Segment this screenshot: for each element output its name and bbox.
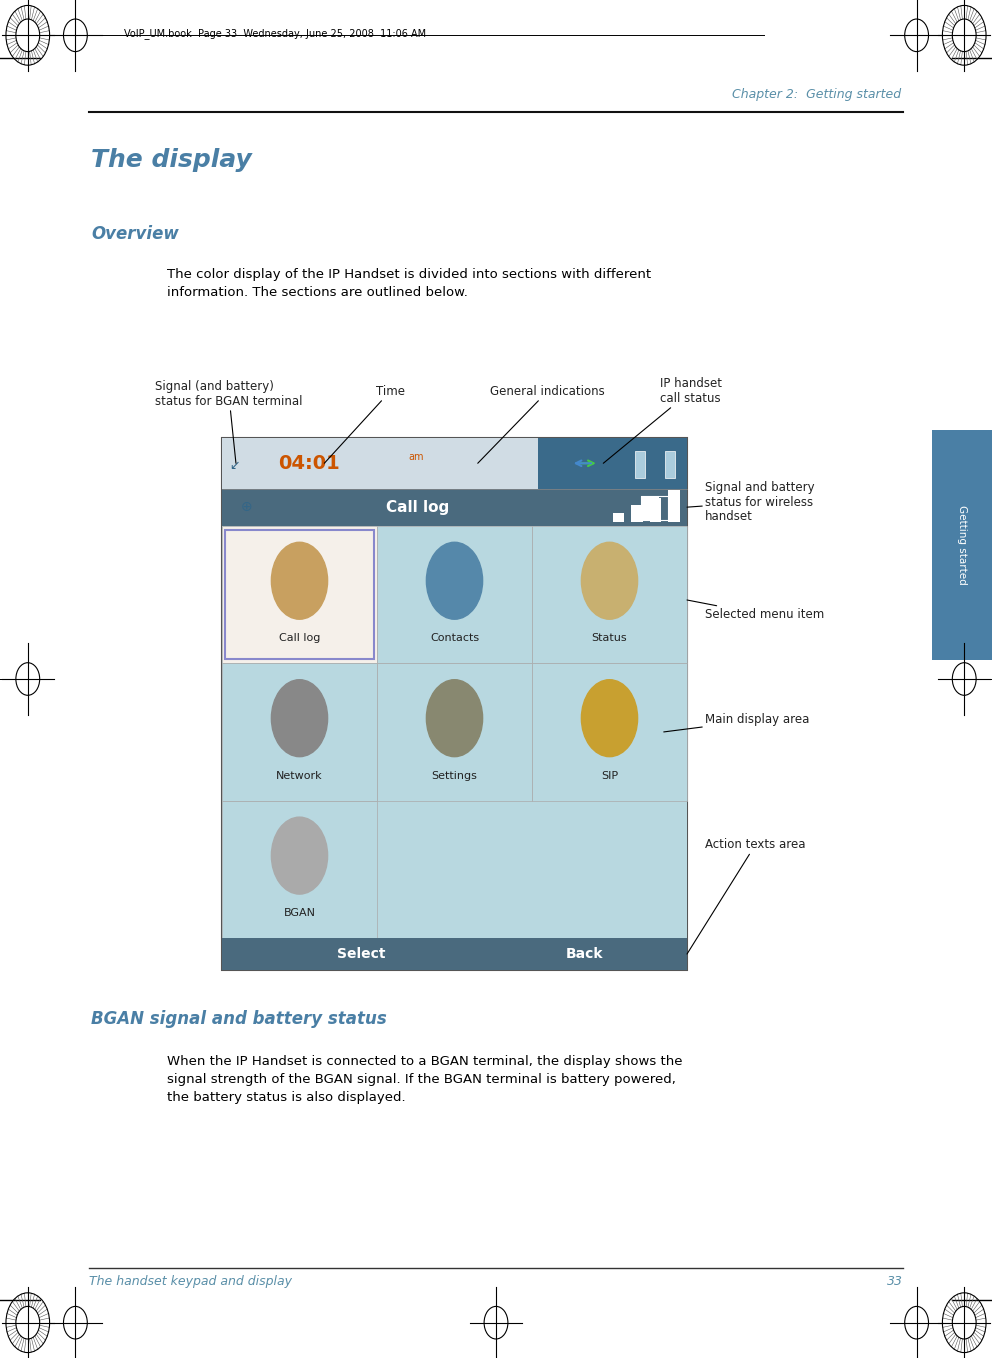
Circle shape xyxy=(581,542,638,619)
Text: Main display area: Main display area xyxy=(664,713,809,732)
Bar xyxy=(635,451,645,478)
Bar xyxy=(225,530,374,659)
Bar xyxy=(377,526,532,663)
Text: Signal and battery
status for wireless
handset: Signal and battery status for wireless h… xyxy=(687,481,814,523)
Circle shape xyxy=(16,19,40,52)
Text: am: am xyxy=(408,452,424,462)
Bar xyxy=(650,498,662,521)
Bar xyxy=(669,490,681,521)
Text: The handset keypad and display: The handset keypad and display xyxy=(89,1275,293,1287)
Text: The display: The display xyxy=(91,148,252,172)
Circle shape xyxy=(581,680,638,756)
Text: ⊕: ⊕ xyxy=(241,500,252,515)
Bar xyxy=(222,801,377,938)
Text: Settings: Settings xyxy=(432,771,477,781)
Circle shape xyxy=(952,1306,976,1339)
Text: Overview: Overview xyxy=(91,225,179,243)
Bar xyxy=(222,526,687,938)
Bar xyxy=(532,663,687,801)
Text: Status: Status xyxy=(591,633,627,644)
Text: General indications: General indications xyxy=(478,386,605,463)
Text: Action texts area: Action texts area xyxy=(687,838,806,955)
Circle shape xyxy=(272,680,327,756)
Bar xyxy=(377,663,532,801)
Bar xyxy=(222,938,687,970)
Text: 33: 33 xyxy=(887,1275,903,1287)
Text: Selected menu item: Selected menu item xyxy=(687,600,824,622)
Circle shape xyxy=(952,19,976,52)
Bar xyxy=(613,513,624,521)
Circle shape xyxy=(427,680,483,756)
Circle shape xyxy=(16,1306,40,1339)
Text: Signal (and battery)
status for BGAN terminal: Signal (and battery) status for BGAN ter… xyxy=(155,380,303,463)
Bar xyxy=(641,496,659,520)
Text: Call log: Call log xyxy=(386,500,449,515)
Text: When the IP Handset is connected to a BGAN terminal, the display shows the
signa: When the IP Handset is connected to a BG… xyxy=(167,1055,682,1104)
Text: Getting started: Getting started xyxy=(957,505,967,585)
Text: ↙: ↙ xyxy=(229,459,239,473)
Bar xyxy=(631,505,643,521)
Text: The color display of the IP Handset is divided into sections with different
info: The color display of the IP Handset is d… xyxy=(167,268,651,299)
Circle shape xyxy=(272,542,327,619)
Bar xyxy=(641,496,669,520)
Text: 04:01: 04:01 xyxy=(278,454,339,473)
Text: Contacts: Contacts xyxy=(430,633,479,644)
Bar xyxy=(222,439,687,489)
Text: IP handset
call status: IP handset call status xyxy=(603,378,722,463)
Bar xyxy=(932,430,992,660)
Text: BGAN signal and battery status: BGAN signal and battery status xyxy=(91,1010,387,1028)
Bar xyxy=(222,663,377,801)
Circle shape xyxy=(272,818,327,894)
Bar xyxy=(539,439,687,489)
Bar xyxy=(222,489,687,526)
Bar xyxy=(665,451,675,478)
Text: Call log: Call log xyxy=(279,633,320,644)
Text: Time: Time xyxy=(324,386,405,463)
Text: Select: Select xyxy=(337,947,386,961)
Bar xyxy=(532,526,687,663)
Circle shape xyxy=(427,542,483,619)
Text: BGAN: BGAN xyxy=(284,909,315,918)
Text: SIP: SIP xyxy=(601,771,618,781)
Text: Chapter 2:  Getting started: Chapter 2: Getting started xyxy=(732,88,901,100)
Bar xyxy=(222,439,687,970)
Text: Back: Back xyxy=(566,947,603,961)
Text: Network: Network xyxy=(276,771,322,781)
Text: VoIP_UM.book  Page 33  Wednesday, June 25, 2008  11:06 AM: VoIP_UM.book Page 33 Wednesday, June 25,… xyxy=(124,27,427,39)
Bar xyxy=(222,526,377,663)
